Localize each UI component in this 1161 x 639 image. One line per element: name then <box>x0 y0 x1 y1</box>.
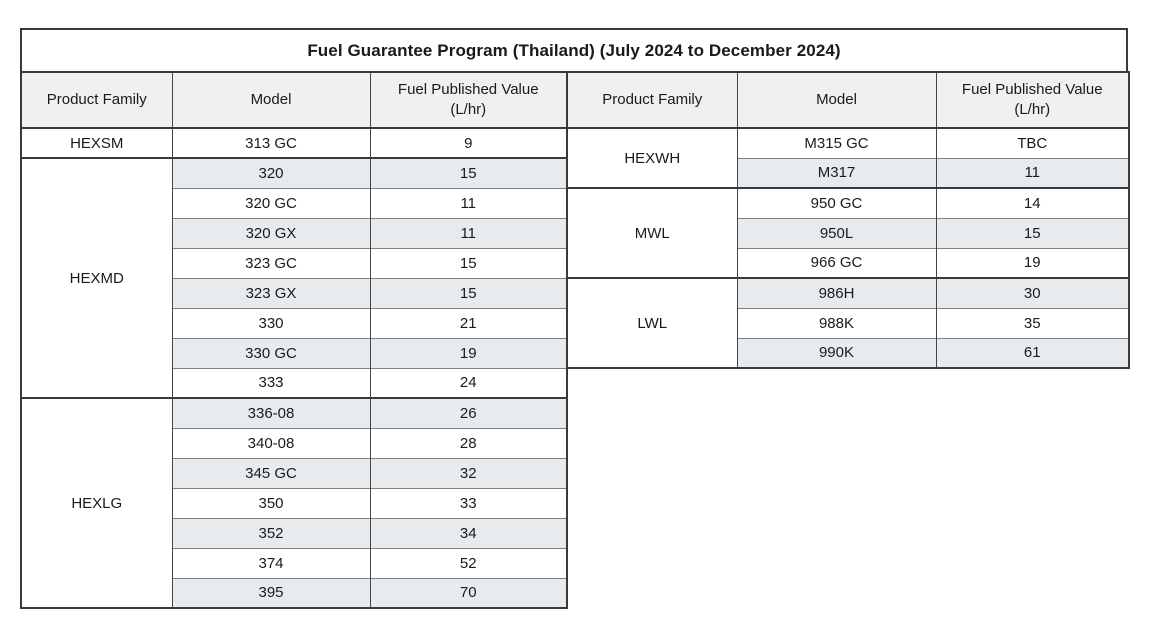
model-cell: 330 GC <box>171 337 371 368</box>
model-cell: 320 GC <box>171 187 371 218</box>
fuel-value-cell: 32 <box>369 457 568 488</box>
model-cell: 374 <box>171 547 371 578</box>
model-cell: 330 <box>171 307 371 338</box>
fuel-value-cell: 19 <box>369 337 568 368</box>
product-family-cell: HEXMD <box>20 157 173 398</box>
fuel-value-cell: 24 <box>369 367 568 398</box>
model-cell: 323 GC <box>171 247 371 278</box>
model-cell: 320 <box>171 157 371 188</box>
product-family-cell: HEXLG <box>20 397 173 608</box>
fuel-value-cell: 15 <box>369 157 568 188</box>
fuel-value-cell: 33 <box>369 487 568 518</box>
model-cell: 990K <box>736 337 937 368</box>
model-cell: M315 GC <box>736 127 937 158</box>
fuel-value-cell: 15 <box>369 277 568 308</box>
fuel-value-cell: 11 <box>369 217 568 248</box>
fuel-value-cell: 14 <box>935 187 1130 218</box>
fuel-value-cell: 11 <box>935 157 1130 188</box>
model-cell: 323 GX <box>171 277 371 308</box>
product-family-cell: LWL <box>566 277 738 368</box>
table-row: HEXSM 313 GC 9 <box>20 127 568 158</box>
fuel-value-cell: 61 <box>935 337 1130 368</box>
model-cell: 966 GC <box>736 247 937 278</box>
fuel-value-cell: 30 <box>935 277 1130 308</box>
fuel-value-cell: 15 <box>935 217 1130 248</box>
model-cell: 313 GC <box>171 127 371 158</box>
column-header: Fuel Published Value (L/hr) <box>369 72 568 129</box>
table-row: 340-08 28 <box>21 427 568 458</box>
table-row: 395 70 <box>21 577 568 608</box>
tables-row: Product Family Model Fuel Published Value … <box>20 71 1130 609</box>
table-row: M317 11 <box>567 157 1130 188</box>
fuel-value-cell: TBC <box>935 127 1130 158</box>
table-row: 966 GC 19 <box>567 247 1130 278</box>
model-cell: 986H <box>736 277 937 308</box>
fuel-value-cell: 26 <box>369 397 568 428</box>
column-header: Model <box>171 72 371 129</box>
fuel-value-cell: 15 <box>369 247 568 278</box>
fuel-value-cell: 28 <box>369 427 568 458</box>
table-row: 330 GC 19 <box>21 337 568 368</box>
fuel-value-cell: 52 <box>369 547 568 578</box>
column-header: Model <box>736 72 937 129</box>
model-cell: M317 <box>736 157 937 188</box>
model-cell: 320 GX <box>171 217 371 248</box>
table-row: 374 52 <box>21 547 568 578</box>
table-row: HEXWH M315 GC TBC <box>566 127 1130 188</box>
model-cell: 395 <box>171 577 371 608</box>
fuel-value-cell: 70 <box>369 577 568 608</box>
header-row: Product Family Model Fuel Published Value … <box>20 72 568 129</box>
column-header: Fuel Published Value (L/hr) <box>935 72 1130 129</box>
fuel-value-cell: 9 <box>369 127 568 158</box>
model-cell: 333 <box>171 367 371 398</box>
table-row: 352 34 <box>21 517 568 548</box>
fuel-value-cell: 11 <box>369 187 568 218</box>
table-row: 320 GC 11 <box>21 187 568 218</box>
model-cell: 345 GC <box>171 457 371 488</box>
model-cell: 352 <box>171 517 371 548</box>
table-row: HEXLG 336-08 26 <box>20 397 568 608</box>
table-row: MWL 950 GC 14 <box>566 187 1130 278</box>
table-title: Fuel Guarantee Program (Thailand) (July … <box>20 28 1128 73</box>
fuel-value-cell: 21 <box>369 307 568 338</box>
model-cell: 988K <box>736 307 937 338</box>
model-cell: 336-08 <box>171 397 371 428</box>
fuel-value-cell: 35 <box>935 307 1130 338</box>
product-family-cell: HEXSM <box>20 127 173 158</box>
table-row: 330 21 <box>21 307 568 338</box>
fuel-value-cell: 34 <box>369 517 568 548</box>
column-header: Product Family <box>20 72 173 129</box>
product-family-cell: MWL <box>566 187 738 278</box>
table-row: LWL 986H 30 <box>566 277 1130 368</box>
fuel-table-left: Product Family Model Fuel Published Value … <box>20 71 568 609</box>
table-row: 990K 61 <box>567 337 1130 368</box>
column-header: Product Family <box>566 72 738 129</box>
model-cell: 950L <box>736 217 937 248</box>
table-row: 323 GX 15 <box>21 277 568 308</box>
table-row: 320 GX 11 <box>21 217 568 248</box>
table-row: HEXMD 320 15 <box>20 157 568 398</box>
product-family-cell: HEXWH <box>566 127 738 188</box>
table-row: 988K 35 <box>567 307 1130 338</box>
header-row: Product Family Model Fuel Published Value … <box>566 72 1130 129</box>
table-row: 950L 15 <box>567 217 1130 248</box>
model-cell: 950 GC <box>736 187 937 218</box>
table-row: 350 33 <box>21 487 568 518</box>
table-row: 333 24 <box>21 367 568 398</box>
fuel-table-right: Product Family Model Fuel Published Value … <box>566 71 1130 369</box>
fuel-value-cell: 19 <box>935 247 1130 278</box>
table-row: 345 GC 32 <box>21 457 568 488</box>
model-cell: 340-08 <box>171 427 371 458</box>
table-row: 323 GC 15 <box>21 247 568 278</box>
model-cell: 350 <box>171 487 371 518</box>
